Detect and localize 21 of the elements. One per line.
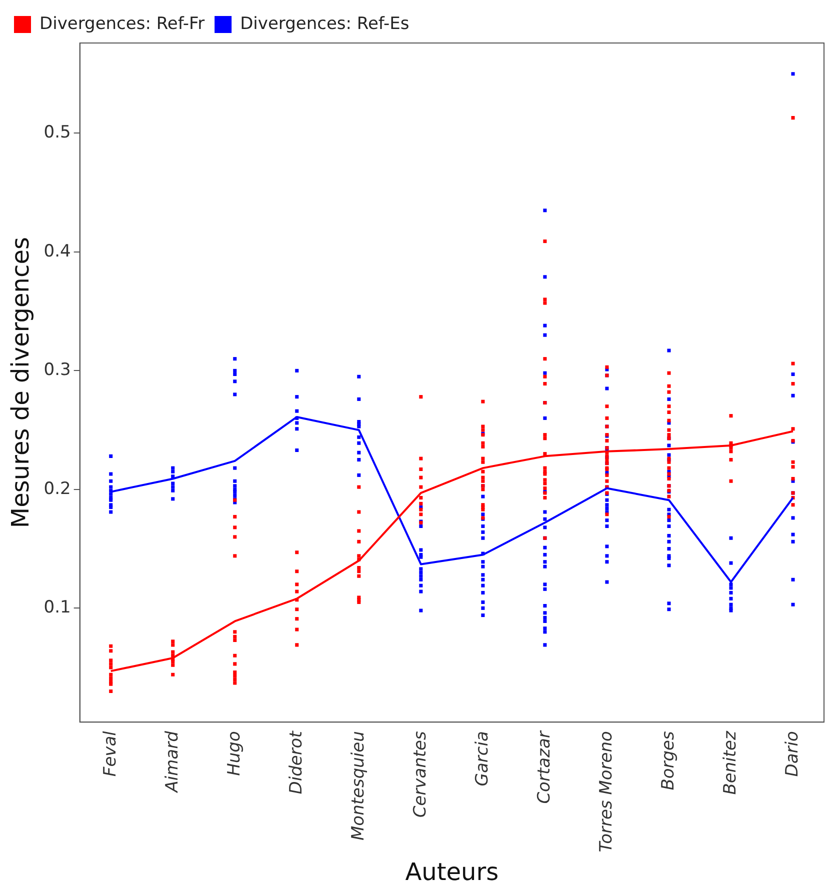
x-tick-label: Aimard bbox=[162, 730, 182, 794]
x-tick-label: Montesquieu bbox=[348, 730, 368, 840]
x-axis-title: Auteurs bbox=[405, 858, 499, 886]
x-tick-label: Feval bbox=[100, 730, 120, 777]
x-tick-label: Cervantes bbox=[410, 730, 430, 818]
x-tick-label: Torres Moreno bbox=[596, 731, 616, 852]
y-tick-label: 0.3 bbox=[44, 360, 71, 380]
y-tick-label: 0.1 bbox=[44, 598, 71, 618]
legend-label: Divergences: Ref-Es bbox=[240, 14, 410, 34]
y-axis-title: Mesures de divergences bbox=[6, 237, 35, 528]
legend-label: Divergences: Ref-Fr bbox=[40, 14, 205, 34]
y-tick-label: 0.5 bbox=[44, 122, 71, 143]
y-tick-label: 0.2 bbox=[44, 478, 71, 499]
x-tick-label: Hugo bbox=[224, 731, 244, 776]
x-tick-label: Dario bbox=[782, 731, 802, 777]
y-tick-label: 0.4 bbox=[44, 241, 71, 262]
x-tick-label: Benitez bbox=[720, 730, 740, 795]
x-tick-label: Borges bbox=[658, 730, 678, 790]
x-tick-label: Diderot bbox=[286, 730, 306, 794]
x-tick-label: Garcia bbox=[472, 731, 492, 786]
x-tick-label: Cortazar bbox=[534, 730, 554, 804]
